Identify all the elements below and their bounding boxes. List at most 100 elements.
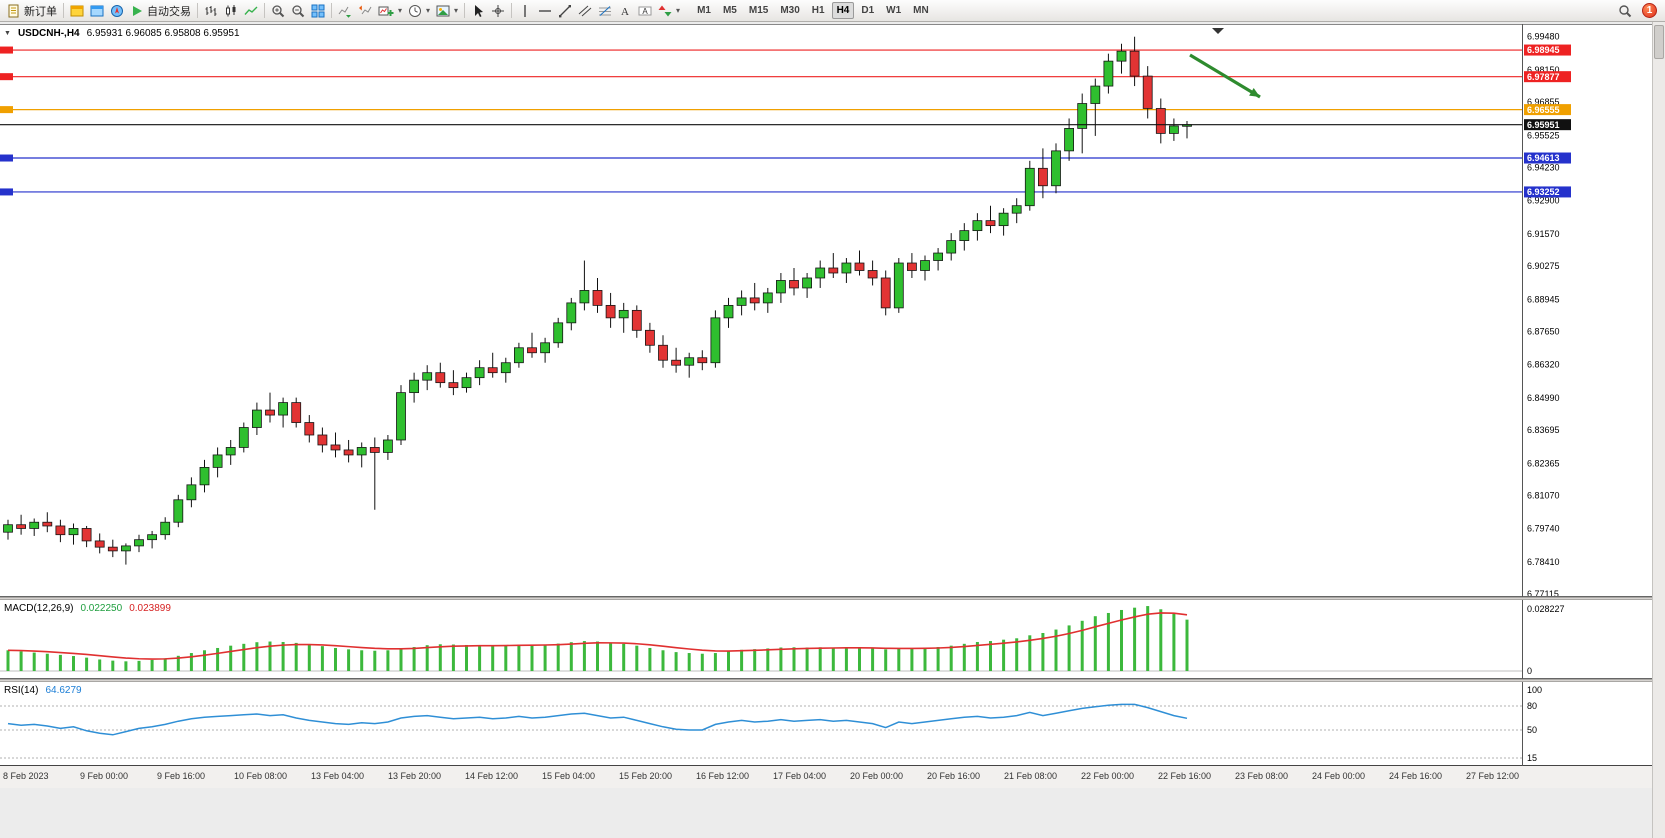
new-chart-button[interactable]: ▾ — [375, 1, 405, 21]
panel-splitter[interactable] — [0, 597, 1665, 600]
crosshair-button[interactable] — [488, 1, 508, 21]
svg-text:6.84990: 6.84990 — [1527, 393, 1560, 403]
timeframe-m5-button[interactable]: M5 — [722, 5, 737, 16]
chart-shift-icon — [358, 4, 372, 18]
price-chart-canvas[interactable]: 6.99480 6.98150 6.96855 6.95525 6.94230 6.929… — [0, 25, 1665, 596]
periods-button[interactable]: ▾ — [405, 1, 433, 21]
price-axis-divider — [1522, 24, 1523, 766]
market-watch-icon — [70, 4, 84, 18]
cursor-icon — [471, 4, 485, 18]
notification-badge[interactable]: 1 — [1642, 3, 1657, 18]
rsi-value: 64.6279 — [45, 685, 82, 696]
timeframe-m1-button[interactable]: M1 — [697, 5, 711, 16]
chart-symbol-period: USDCNH-,H4 — [17, 28, 80, 39]
chevron-down-icon: ▾ — [676, 6, 681, 15]
horizontal-line-icon — [538, 4, 552, 18]
tile-windows-icon — [311, 4, 325, 18]
svg-text:6.82365: 6.82365 — [1527, 458, 1560, 468]
rsi-canvas[interactable]: 100 80 50 15 — [0, 682, 1665, 765]
time-label: 13 Feb 20:00 — [388, 771, 442, 781]
macd-panel[interactable]: 0.028227 0 MACD(12,26,9) 0.022250 0.02389… — [0, 600, 1665, 679]
navigator-button[interactable] — [107, 1, 127, 21]
time-label: 14 Feb 12:00 — [465, 771, 519, 781]
data-window-button[interactable] — [87, 1, 107, 21]
time-label: 17 Feb 04:00 — [773, 771, 827, 781]
time-label: 22 Feb 16:00 — [1158, 771, 1212, 781]
zoom-out-button[interactable] — [288, 1, 308, 21]
rsi-panel[interactable]: 100 80 50 15 RSI(14) 64.6279 — [0, 682, 1665, 766]
chart-shift-marker — [1212, 28, 1224, 34]
navigator-icon — [110, 4, 124, 18]
window-bottom-area — [0, 788, 1665, 838]
new-order-icon — [7, 4, 21, 18]
trend-arrow-head — [1249, 87, 1260, 97]
svg-text:6.91570: 6.91570 — [1527, 229, 1560, 239]
line-chart-button[interactable] — [241, 1, 261, 21]
rsi-title: RSI(14) — [4, 685, 39, 696]
trendline-button[interactable] — [555, 1, 575, 21]
price-axis-labels: 6.99480 6.98150 6.96855 6.95525 6.94230 6.929… — [1527, 32, 1560, 596]
equidistant-channel-button[interactable] — [575, 1, 595, 21]
cursor-button[interactable] — [468, 1, 488, 21]
candlestick-chart-button[interactable] — [221, 1, 241, 21]
candlesticks — [3, 36, 1192, 565]
scrollbar-thumb[interactable] — [1654, 25, 1664, 59]
auto-trading-button[interactable]: 自动交易 — [127, 1, 194, 21]
toolbar-separator — [197, 3, 198, 18]
vertical-scrollbar[interactable] — [1652, 22, 1665, 838]
time-label: 20 Feb 00:00 — [850, 771, 904, 781]
arrow-tools-button[interactable]: ▾ — [655, 1, 683, 21]
price-chart-panel[interactable]: 6.99480 6.98150 6.96855 6.95525 6.94230 6.929… — [0, 24, 1665, 597]
time-label: 20 Feb 16:00 — [927, 771, 981, 781]
fibonacci-icon — [598, 4, 612, 18]
templates-button[interactable]: ▾ — [433, 1, 461, 21]
svg-text:6.98945: 6.98945 — [1527, 45, 1560, 55]
macd-canvas[interactable]: 0.028227 0 — [0, 600, 1665, 678]
svg-text:6.92900: 6.92900 — [1527, 196, 1560, 206]
svg-text:6.97877: 6.97877 — [1527, 72, 1560, 82]
horizontal-line-button[interactable] — [535, 1, 555, 21]
text-label-button[interactable]: A — [635, 1, 655, 21]
svg-text:6.81070: 6.81070 — [1527, 491, 1560, 501]
svg-text:6.77115: 6.77115 — [1527, 589, 1559, 596]
time-axis[interactable]: 8 Feb 2023 9 Feb 00:00 9 Feb 16:00 10 Feb 0… — [0, 766, 1665, 788]
svg-text:6.99480: 6.99480 — [1527, 32, 1560, 42]
timeframe-w1-button[interactable]: W1 — [886, 5, 902, 16]
svg-text:6.87650: 6.87650 — [1527, 327, 1560, 337]
new-order-button[interactable]: 新订单 — [4, 1, 60, 21]
auto-scroll-button[interactable] — [335, 1, 355, 21]
svg-text:6.95525: 6.95525 — [1527, 130, 1560, 140]
tile-windows-button[interactable] — [308, 1, 328, 21]
chevron-down-icon: ▾ — [454, 6, 459, 15]
text-button[interactable]: A — [615, 1, 635, 21]
chart-shift-button[interactable] — [355, 1, 375, 21]
timeframe-m30-button[interactable]: M30 — [780, 5, 800, 16]
svg-text:6.96855: 6.96855 — [1527, 97, 1560, 107]
timeframe-mn-button[interactable]: MN — [913, 5, 929, 16]
timeframe-m15-button[interactable]: M15 — [748, 5, 769, 16]
ohlc-toggle-icon[interactable]: ▼ — [4, 30, 11, 37]
vertical-line-icon — [518, 4, 532, 18]
time-label: 9 Feb 16:00 — [157, 771, 206, 781]
text-icon: A — [618, 4, 632, 18]
vertical-line-button[interactable] — [515, 1, 535, 21]
chart-ohlc: 6.95931 6.96085 6.95808 6.95951 — [86, 28, 240, 39]
svg-text:6.88945: 6.88945 — [1527, 294, 1560, 304]
panel-splitter-2[interactable] — [0, 679, 1665, 682]
timeframe-h1-button[interactable]: H1 — [811, 5, 825, 16]
timeframe-d1-button[interactable]: D1 — [861, 5, 875, 16]
data-window-icon — [90, 4, 104, 18]
time-label: 24 Feb 00:00 — [1312, 771, 1366, 781]
time-label: 15 Feb 04:00 — [542, 771, 596, 781]
timeframe-buttons: M1 M5 M15 M30 H1 H4 D1 W1 MN — [691, 2, 935, 19]
bar-chart-button[interactable] — [201, 1, 221, 21]
timeframe-h4-button[interactable]: H4 — [831, 2, 855, 19]
toolbar-buttons: 新订单 自动交易 ▾ ▾ ▾ A A ▾ — [4, 1, 683, 21]
zoom-in-button[interactable] — [268, 1, 288, 21]
search-icon[interactable] — [1615, 1, 1635, 21]
market-watch-button[interactable] — [67, 1, 87, 21]
macd-histogram — [6, 606, 1189, 671]
horizontal-level-lines — [0, 46, 1522, 196]
svg-text:6.94613: 6.94613 — [1527, 153, 1560, 163]
fibonacci-button[interactable] — [595, 1, 615, 21]
